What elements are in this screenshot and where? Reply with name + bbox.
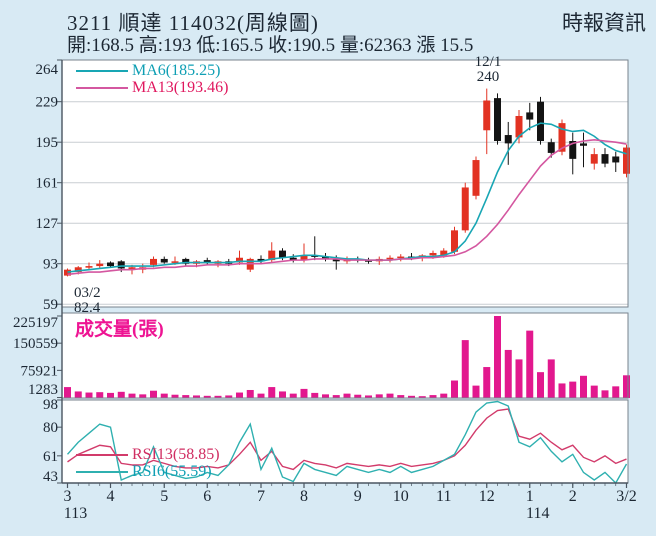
main-y-labels: 264 229 195 161 127 93 59 xyxy=(36,59,62,313)
rsi-y-labels: 98 80 61 43 xyxy=(43,397,62,485)
page-title: 3211 順達 114032(周線圖) xyxy=(67,11,319,35)
peak-date: 12/1 xyxy=(474,54,502,70)
ma13-legend-label: MA13(193.46) xyxy=(132,79,229,96)
line-MA6 xyxy=(67,122,627,273)
line-RSI6 xyxy=(66,400,628,485)
svg-text:195: 195 xyxy=(36,135,59,151)
svg-text:3: 3 xyxy=(64,488,72,505)
svg-text:150559: 150559 xyxy=(13,336,58,352)
svg-text:80: 80 xyxy=(43,420,58,436)
svg-text:5: 5 xyxy=(160,488,168,505)
ma13-legend-row: MA13(193.46) xyxy=(76,79,228,96)
svg-text:127: 127 xyxy=(36,216,59,232)
ma6-line-swatch xyxy=(76,69,128,72)
svg-text:114: 114 xyxy=(526,505,549,522)
svg-text:8: 8 xyxy=(300,488,308,505)
svg-text:10: 10 xyxy=(393,488,409,505)
svg-text:225197: 225197 xyxy=(13,315,59,331)
svg-text:113: 113 xyxy=(64,505,87,522)
line-MA13 xyxy=(67,139,627,276)
axes xyxy=(61,59,629,484)
rsi6-legend-label: RSI6(55.59) xyxy=(132,463,212,480)
data-source-label: 時報資訊 xyxy=(562,11,646,35)
rsi13-line-swatch xyxy=(76,453,128,456)
svg-text:3/2: 3/2 xyxy=(616,488,636,505)
volume-panel-label: 成交量(張) xyxy=(75,319,164,340)
svg-text:1283: 1283 xyxy=(28,382,58,398)
svg-text:75921: 75921 xyxy=(21,363,59,379)
rsi13-legend-label: RSI13(58.85) xyxy=(132,446,220,463)
svg-text:7: 7 xyxy=(257,488,265,505)
ma13-line-swatch xyxy=(76,86,128,89)
rsi13-legend-row: RSI13(58.85) xyxy=(76,446,220,463)
rsi6-line-swatch xyxy=(76,470,128,473)
ma6-legend-row: MA6(185.25) xyxy=(76,62,228,79)
svg-text:264: 264 xyxy=(36,62,59,78)
svg-text:2: 2 xyxy=(569,488,577,505)
rsi-legend: RSI13(58.85) RSI6(55.59) xyxy=(76,446,220,480)
ma-legend: MA6(185.25) MA13(193.46) xyxy=(76,62,228,96)
peak-value: 240 xyxy=(476,69,500,85)
svg-text:4: 4 xyxy=(107,488,115,505)
peak-annotation: 12/1 240 xyxy=(456,55,520,85)
svg-text:43: 43 xyxy=(43,469,58,485)
svg-text:11: 11 xyxy=(436,488,451,505)
svg-text:6: 6 xyxy=(203,488,211,505)
quote-line: 開:168.5 高:193 低:165.5 收:190.5 量:62363 漲 … xyxy=(67,35,474,56)
low-annotation: 03/2 82.4 xyxy=(74,286,101,316)
ma-lines xyxy=(67,122,627,276)
rsi-lines xyxy=(66,400,628,485)
svg-text:61: 61 xyxy=(43,449,58,465)
volume-bars xyxy=(64,316,630,398)
svg-text:59: 59 xyxy=(43,297,58,313)
svg-text:98: 98 xyxy=(43,397,58,413)
volume-y-labels: 225197 150559 75921 1283 xyxy=(13,315,62,399)
ma6-legend-label: MA6(185.25) xyxy=(132,62,221,79)
svg-text:9: 9 xyxy=(354,488,362,505)
svg-text:12: 12 xyxy=(479,488,495,505)
low-date: 03/2 xyxy=(74,285,101,301)
candlesticks xyxy=(64,88,630,277)
rsi6-legend-row: RSI6(55.59) xyxy=(76,463,220,480)
low-value: 82.4 xyxy=(74,300,101,316)
svg-text:1: 1 xyxy=(526,488,534,505)
svg-text:93: 93 xyxy=(43,257,58,273)
svg-text:161: 161 xyxy=(36,176,59,192)
svg-text:229: 229 xyxy=(36,95,59,111)
